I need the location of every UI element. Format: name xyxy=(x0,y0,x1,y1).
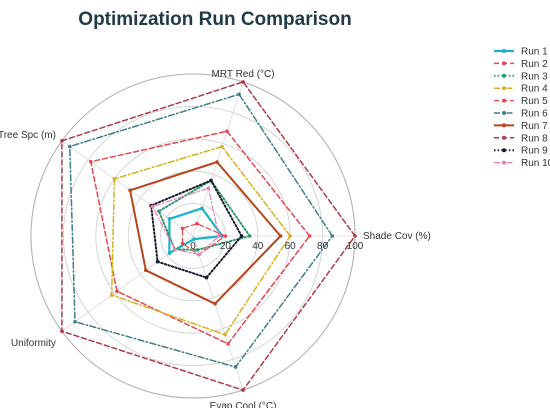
series-point-run-7 xyxy=(144,268,148,273)
series-point-run-9 xyxy=(204,275,209,280)
tick-label: 100 xyxy=(347,241,364,252)
series-line-run-4 xyxy=(110,145,291,336)
series-point-run-8 xyxy=(241,388,245,392)
axis-label: Tree Spc (m) xyxy=(0,130,56,141)
series-point-run-8 xyxy=(353,234,357,238)
series-point-run-1 xyxy=(167,251,172,255)
series-point-run-9 xyxy=(239,234,244,238)
series-point-run-7 xyxy=(278,234,283,238)
legend-label: Run 6 xyxy=(521,109,548,120)
legend-label: Run 5 xyxy=(521,96,548,107)
legend-marker xyxy=(502,123,506,128)
legend-label: Run 4 xyxy=(521,84,548,95)
series-point-run-5 xyxy=(195,221,199,226)
series-point-run-10 xyxy=(150,204,155,209)
chart-title: Optimization Run Comparison xyxy=(78,9,351,30)
series-point-run-4 xyxy=(112,177,117,181)
series-point-run-9 xyxy=(209,178,213,183)
legend-marker xyxy=(502,135,506,140)
series-point-run-7 xyxy=(128,188,132,193)
series-point-run-8 xyxy=(241,80,245,84)
series-line-run-7 xyxy=(129,161,282,305)
radial-tick-labels: 0 20 40 60 80 100 xyxy=(190,241,364,252)
series-point-run-4 xyxy=(223,332,227,337)
tick-label: 80 xyxy=(317,241,329,252)
axis-label: Uniformity xyxy=(11,338,56,349)
series-point-run-1 xyxy=(167,217,172,221)
series-point-run-7 xyxy=(215,160,219,164)
series-line-run-5 xyxy=(181,223,226,256)
legend-label: Run 8 xyxy=(521,133,548,144)
legend-marker xyxy=(502,49,506,53)
series-point-run-1 xyxy=(192,237,196,241)
series-line-run-2 xyxy=(90,130,311,345)
series-point-run-10 xyxy=(206,186,211,191)
series-point-run-6 xyxy=(330,234,335,238)
series-point-run-7 xyxy=(213,301,217,306)
legend-label: Run 10 xyxy=(521,158,550,169)
series-point-run-10 xyxy=(217,234,221,238)
series-point-run-2 xyxy=(88,159,93,164)
axis-spoke xyxy=(61,140,194,237)
series-point-run-2 xyxy=(226,342,230,346)
series-point-run-6 xyxy=(237,92,241,97)
tick-label: 20 xyxy=(220,241,232,252)
series-point-run-4 xyxy=(288,234,293,238)
legend-marker xyxy=(502,111,506,115)
series-point-run-5 xyxy=(223,234,228,238)
series-point-run-10 xyxy=(197,252,201,257)
radar-grid xyxy=(30,73,356,399)
tick-label: 0 xyxy=(190,241,196,252)
series-point-run-2 xyxy=(115,289,119,294)
series-line-run-9 xyxy=(150,179,243,279)
series-point-run-5 xyxy=(180,241,185,246)
legend-marker xyxy=(502,61,506,66)
series-line-run-8 xyxy=(61,81,356,391)
axis-label: MRT Red (°C) xyxy=(212,69,275,80)
series-point-run-3 xyxy=(247,234,252,238)
series-point-run-10 xyxy=(172,247,177,252)
axis-label: Evap Cool (°C) xyxy=(210,401,277,408)
legend-marker xyxy=(502,148,506,153)
axis-label: Shade Cov (%) xyxy=(363,231,431,242)
series-point-run-4 xyxy=(109,293,114,297)
tick-label: 60 xyxy=(285,241,297,252)
series-line-run-3 xyxy=(157,179,251,251)
series-line-run-6 xyxy=(69,93,334,368)
legend-marker xyxy=(502,98,506,103)
axis-spoke xyxy=(192,81,244,237)
series-point-run-1 xyxy=(200,206,204,211)
legend-label: Run 3 xyxy=(521,71,548,82)
legend-marker xyxy=(502,160,506,165)
series-line-run-10 xyxy=(151,187,220,256)
legend-label: Run 9 xyxy=(521,146,548,157)
legend-label: Run 1 xyxy=(521,47,548,58)
series-point-run-5 xyxy=(180,226,185,231)
legend-label: Run 7 xyxy=(521,121,548,132)
tick-label: 40 xyxy=(252,241,264,252)
radar-series xyxy=(60,80,357,392)
axis-spoke xyxy=(192,235,244,391)
series-point-run-8 xyxy=(60,138,64,143)
series-point-run-9 xyxy=(155,259,160,264)
legend-marker xyxy=(502,86,506,91)
legend-label: Run 2 xyxy=(521,59,548,70)
legend-marker xyxy=(502,73,506,78)
series-point-run-2 xyxy=(307,234,312,238)
series-point-run-3 xyxy=(157,209,161,214)
series-point-run-3 xyxy=(195,248,200,252)
series-point-run-6 xyxy=(73,319,77,324)
axis-labels: Shade Cov (%) MRT Red (°C) Tree Spc (m) Uni… xyxy=(0,69,431,408)
series-point-run-6 xyxy=(233,365,238,369)
series-point-run-8 xyxy=(60,329,64,334)
series-point-run-2 xyxy=(225,129,229,134)
series-point-run-4 xyxy=(220,144,224,149)
series-point-run-6 xyxy=(68,144,72,149)
